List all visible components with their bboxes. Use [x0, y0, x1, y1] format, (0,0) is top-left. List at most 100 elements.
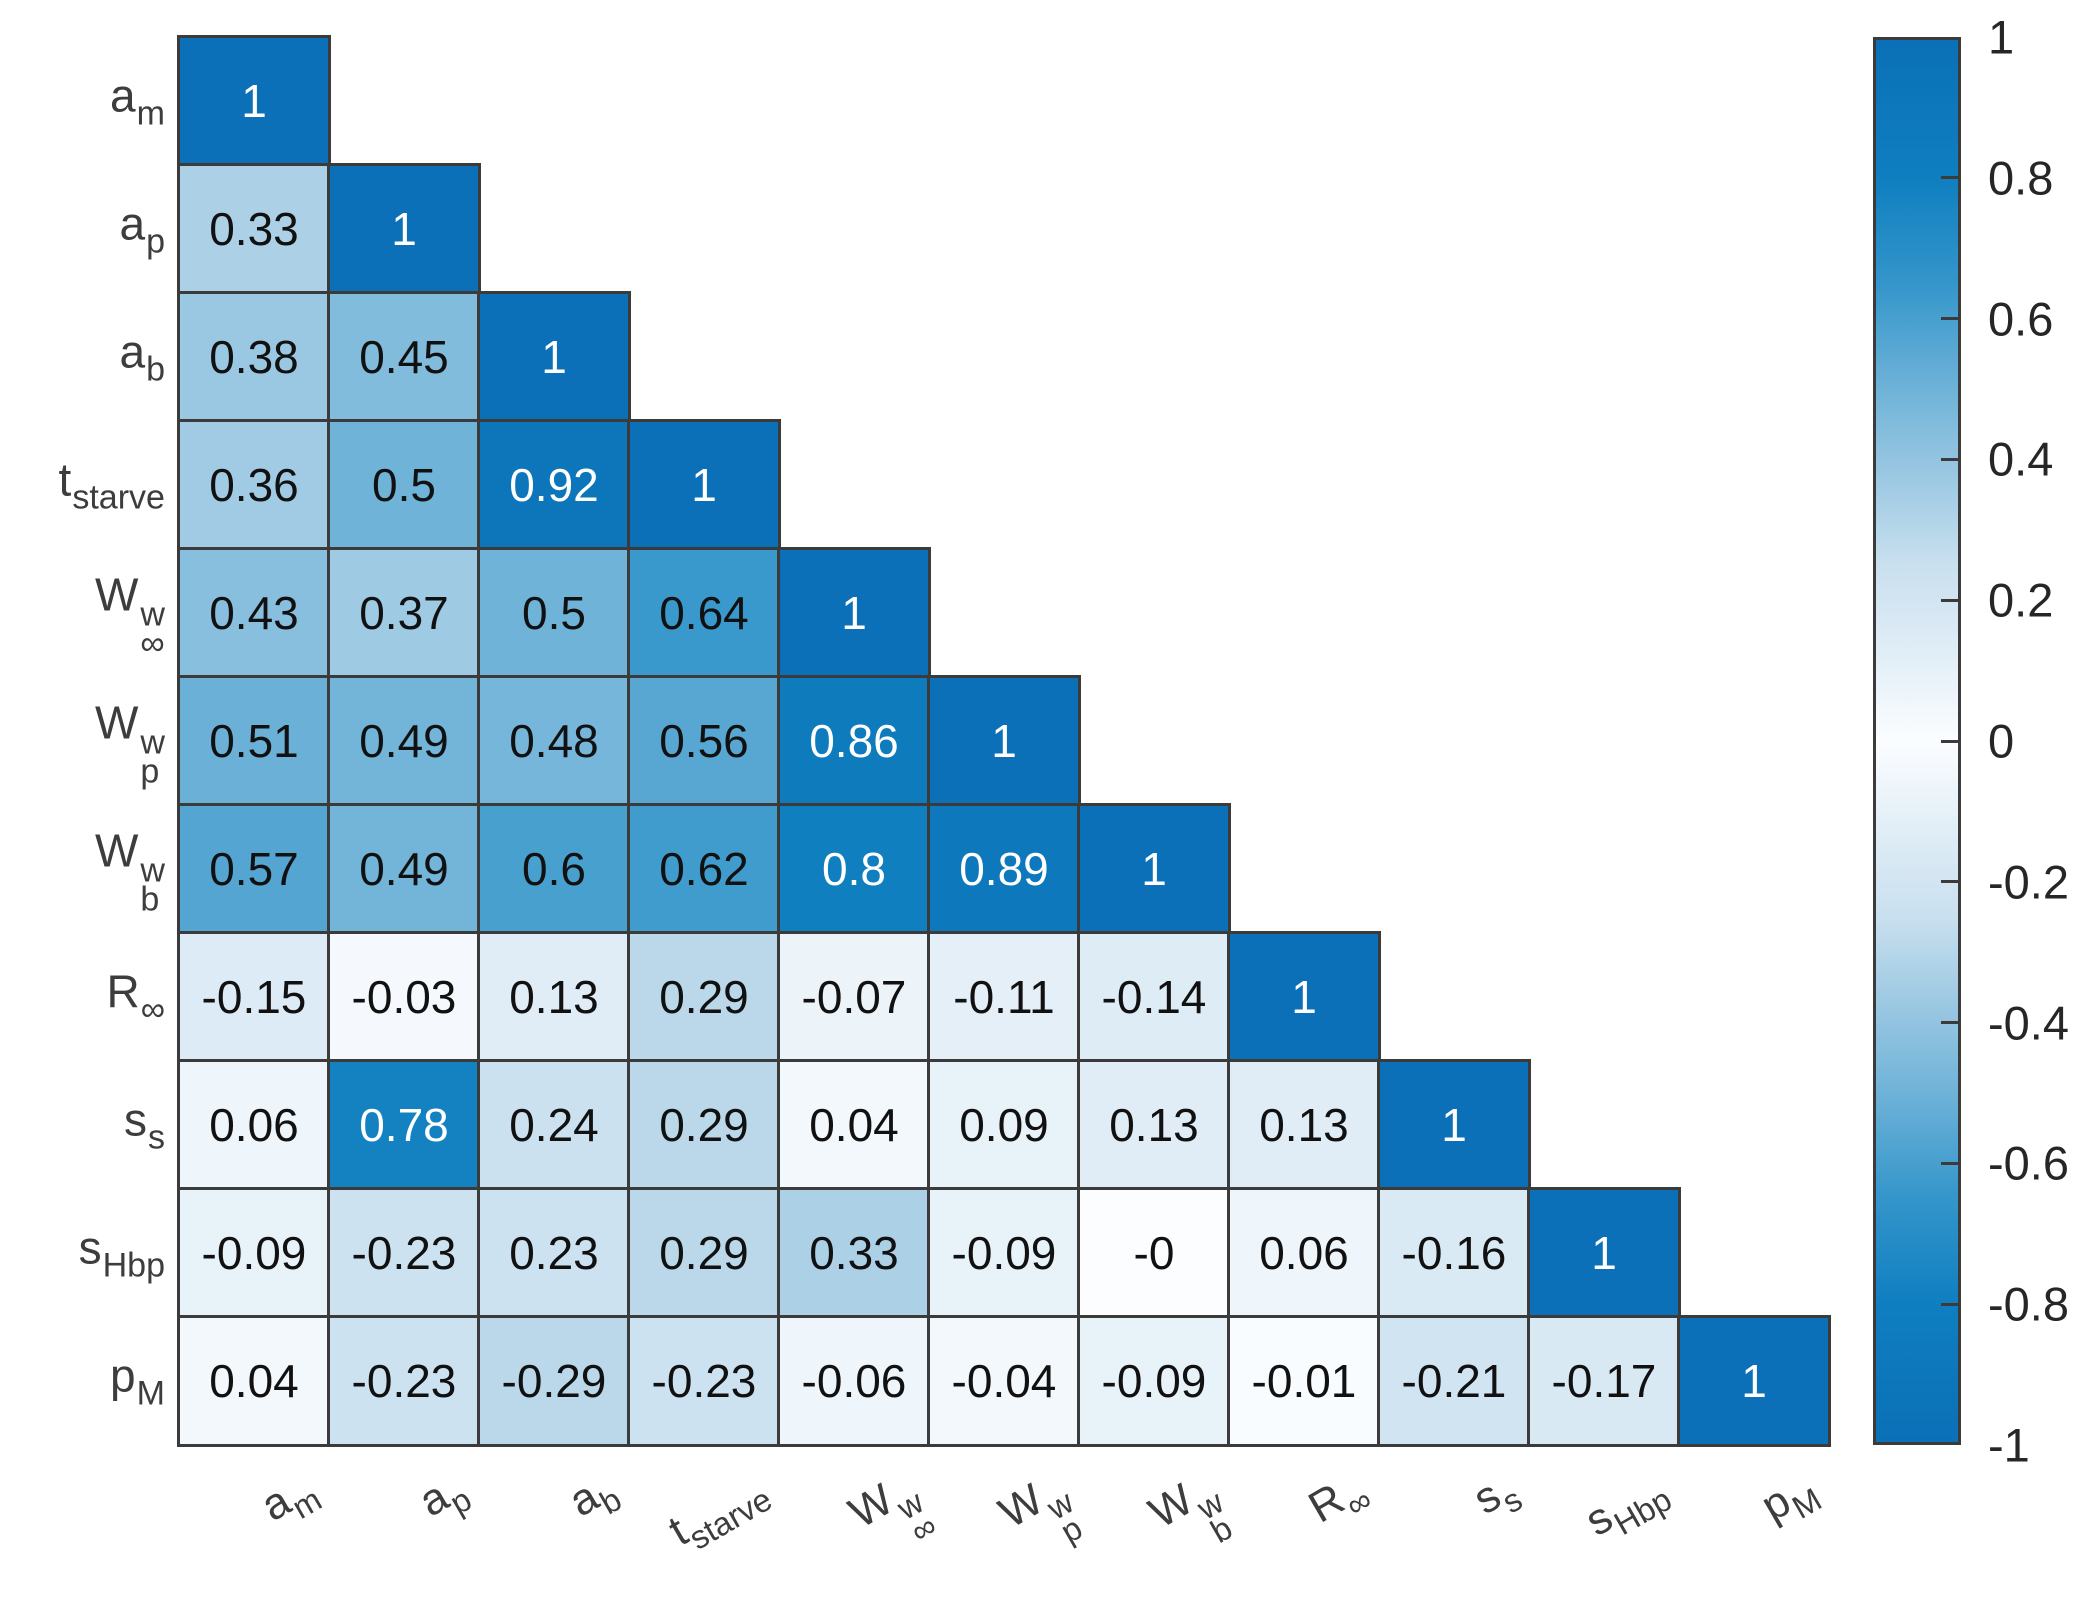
heatmap-cell: 0.92 — [477, 419, 631, 551]
heatmap-cell: -0.04 — [927, 1315, 1081, 1447]
heatmap-cell: -0.23 — [327, 1187, 481, 1319]
variable-subscript: M — [136, 1374, 165, 1413]
variable-subscript: m — [136, 94, 165, 133]
colorbar-tick — [1941, 457, 1961, 461]
x-tick-label-t_starve: tstarve — [661, 1462, 779, 1564]
cell-value: 0.92 — [509, 458, 599, 511]
cell-value: -0 — [1133, 1226, 1175, 1279]
heatmap-cell: 1 — [627, 419, 781, 551]
cell-value: -0.14 — [1101, 970, 1207, 1023]
y-tick-label-s_Hbp: sHbp — [79, 1221, 165, 1286]
colorbar-tick — [1941, 176, 1961, 180]
x-tick-label-a_b: ab — [561, 1462, 628, 1535]
heatmap-cell: -0.01 — [1227, 1315, 1381, 1447]
variable-subscript: b — [140, 880, 160, 919]
heatmap-cell: 0.49 — [327, 675, 481, 807]
variable-symbol: a — [119, 325, 146, 378]
colorbar-tick-label: 1 — [1988, 10, 2015, 64]
x-tick-label-R_inf: R∞ — [1301, 1462, 1379, 1541]
heatmap-cell: -0.15 — [177, 931, 331, 1063]
colorbar-tick-label: 0.2 — [1988, 573, 2054, 627]
heatmap-cell: -0.09 — [1077, 1315, 1231, 1447]
heatmap-cell: 1 — [1077, 803, 1231, 935]
cell-value: 0.49 — [359, 714, 449, 767]
cell-value: 0.43 — [209, 586, 299, 639]
heatmap-cell: 0.29 — [627, 931, 781, 1063]
colorbar-tick-label: -0.8 — [1988, 1277, 2069, 1331]
variable-symbol: W — [1140, 1474, 1202, 1538]
y-tick-label-s_s: ss — [124, 1093, 165, 1158]
heatmap-cell: -0 — [1077, 1187, 1231, 1319]
variable-subscript: starve — [683, 1481, 779, 1557]
heatmap-cell: 1 — [1227, 931, 1381, 1063]
heatmap-cell: -0.23 — [327, 1315, 481, 1447]
cell-value: 1 — [241, 74, 267, 127]
heatmap-cell: 0.38 — [177, 291, 331, 423]
cell-value: 0.45 — [359, 330, 449, 383]
cell-value: 0.38 — [209, 330, 299, 383]
variable-subscript: ∞ — [904, 1507, 943, 1551]
heatmap-cell: 0.49 — [327, 803, 481, 935]
colorbar-tick — [1941, 1302, 1961, 1306]
cell-value: -0.01 — [1251, 1354, 1357, 1407]
heatmap-cell: 0.23 — [477, 1187, 631, 1319]
cell-value: -0.09 — [201, 1226, 307, 1279]
x-tick-label-a_p: ap — [411, 1462, 478, 1535]
cell-value: -0.17 — [1551, 1354, 1657, 1407]
cell-value: 0.29 — [659, 1098, 749, 1151]
variable-symbol: R — [106, 965, 140, 1018]
cell-value: 0.64 — [659, 586, 749, 639]
variable-symbol: s — [78, 1221, 102, 1274]
heatmap-cell: -0.11 — [927, 931, 1081, 1063]
heatmap-cell: 0.48 — [477, 675, 631, 807]
cell-value: 0.04 — [809, 1098, 899, 1151]
heatmap-cell: 0.13 — [1077, 1059, 1231, 1191]
cell-value: -0.06 — [801, 1354, 907, 1407]
cell-value: 0.48 — [509, 714, 599, 767]
heatmap-cell: 0.64 — [627, 547, 781, 679]
cell-value: -0.16 — [1401, 1226, 1507, 1279]
colorbar-tick — [1941, 739, 1961, 743]
cell-value: 0.09 — [959, 1098, 1049, 1151]
variable-subscript: s — [147, 1118, 165, 1157]
cell-value: 0.06 — [1259, 1226, 1349, 1279]
cell-value: 0.29 — [659, 970, 749, 1023]
cell-value: 0.33 — [809, 1226, 899, 1279]
cell-value: 0.04 — [209, 1354, 299, 1407]
heatmap-cell: 0.33 — [777, 1187, 931, 1319]
cell-value: 0.6 — [522, 842, 586, 895]
heatmap-cell: 1 — [177, 35, 331, 167]
variable-symbol: W — [990, 1474, 1052, 1538]
colorbar-tick-label: -0.6 — [1988, 1136, 2069, 1190]
cell-value: 1 — [1741, 1354, 1767, 1407]
heatmap-cell: 0.06 — [177, 1059, 331, 1191]
variable-subscript: b — [146, 350, 165, 389]
heatmap-cell: 0.56 — [627, 675, 781, 807]
cell-value: -0.11 — [953, 970, 1055, 1023]
cell-value: -0.23 — [651, 1354, 757, 1407]
heatmap-cell: 1 — [477, 291, 631, 423]
colorbar-tick-label: -0.2 — [1988, 855, 2069, 909]
variable-symbol: W — [95, 568, 139, 621]
cell-value: 0.86 — [809, 714, 899, 767]
heatmap-cell: 0.86 — [777, 675, 931, 807]
heatmap-cell: 0.89 — [927, 803, 1081, 935]
heatmap-cell: 0.5 — [327, 419, 481, 551]
cell-value: -0.21 — [1401, 1354, 1507, 1407]
colorbar-tick-label: 0.4 — [1988, 432, 2054, 486]
cell-value: 0.24 — [509, 1098, 599, 1151]
cell-value: 0.29 — [659, 1226, 749, 1279]
colorbar-tick — [1941, 1021, 1961, 1025]
heatmap-cell: 0.62 — [627, 803, 781, 935]
colorbar-tick-label: -1 — [1988, 1418, 2030, 1472]
heatmap-cell: -0.06 — [777, 1315, 931, 1447]
y-tick-label-a_b: ab — [119, 325, 165, 390]
cell-value: 1 — [1141, 842, 1167, 895]
cell-value: 0.13 — [509, 970, 599, 1023]
